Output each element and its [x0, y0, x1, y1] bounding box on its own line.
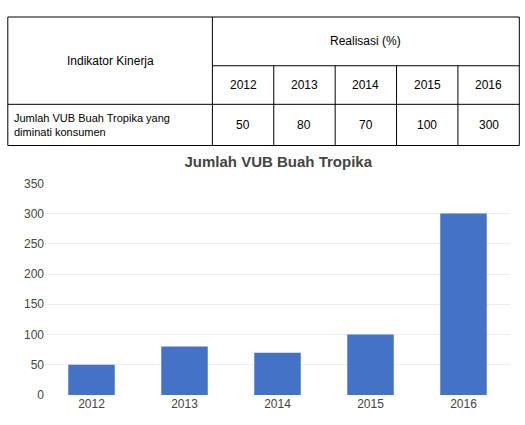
svg-text:2013: 2013	[171, 397, 198, 411]
svg-text:2015: 2015	[414, 78, 441, 92]
svg-text:300: 300	[479, 118, 499, 132]
svg-text:250: 250	[24, 237, 44, 251]
svg-text:80: 80	[297, 118, 311, 132]
svg-text:200: 200	[24, 267, 44, 281]
svg-text:50: 50	[236, 118, 250, 132]
svg-text:300: 300	[24, 207, 44, 221]
svg-text:Jumlah VUB Buah Tropika yangdi: Jumlah VUB Buah Tropika yangdiminati kon…	[14, 112, 170, 138]
svg-text:Jumlah VUB Buah Tropika: Jumlah VUB Buah Tropika	[184, 153, 372, 170]
svg-text:50: 50	[31, 358, 45, 372]
svg-text:Realisasi (%): Realisasi (%)	[330, 34, 401, 48]
svg-text:150: 150	[24, 297, 44, 311]
svg-text:2016: 2016	[450, 397, 477, 411]
svg-text:100: 100	[24, 328, 44, 342]
svg-text:350: 350	[24, 177, 44, 191]
svg-text:100: 100	[417, 118, 437, 132]
svg-text:2015: 2015	[357, 397, 384, 411]
svg-text:2012: 2012	[230, 78, 257, 92]
svg-text:2014: 2014	[264, 397, 291, 411]
svg-text:2014: 2014	[352, 78, 379, 92]
svg-text:2012: 2012	[78, 397, 105, 411]
svg-text:Indikator Kinerja: Indikator Kinerja	[67, 54, 154, 68]
svg-text:70: 70	[359, 118, 373, 132]
svg-text:0: 0	[37, 388, 44, 402]
svg-text:2016: 2016	[475, 78, 502, 92]
svg-text:2013: 2013	[291, 78, 318, 92]
